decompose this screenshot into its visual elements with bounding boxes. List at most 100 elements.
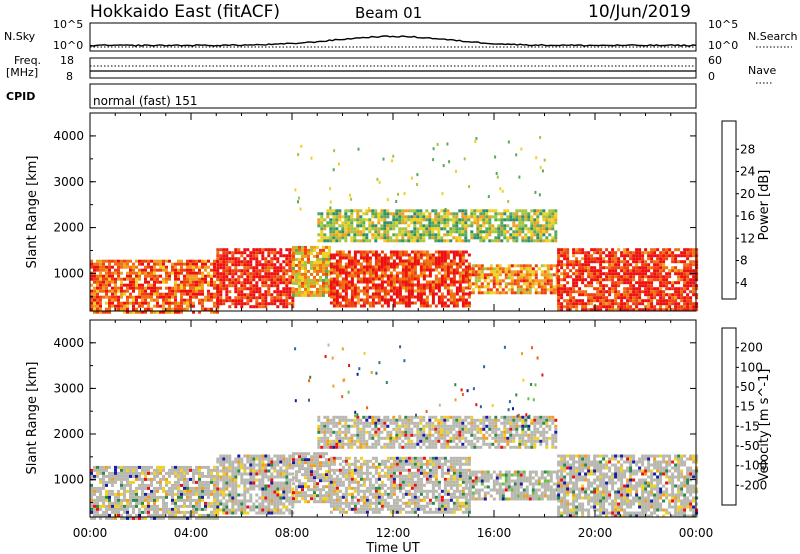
heatmap-cell: [440, 215, 444, 219]
heatmap-cell: [108, 271, 111, 275]
heatmap-cell: [186, 468, 189, 472]
heatmap-cell: [407, 274, 411, 278]
heatmap-cell: [590, 257, 594, 261]
heatmap-cell: [90, 259, 93, 263]
heatmap-cell: [171, 292, 174, 296]
heatmap-cell: [557, 305, 561, 309]
heatmap-cell: [398, 218, 402, 222]
heatmap-cell: [120, 292, 123, 296]
heatmap-cell: [108, 277, 111, 281]
heatmap-cell: [216, 302, 220, 306]
heatmap-cell: [99, 283, 102, 287]
heatmap-cell: [572, 281, 576, 285]
heatmap-cell: [557, 269, 561, 273]
heatmap-cell: [680, 296, 684, 300]
heatmap-cell: [243, 469, 247, 473]
heatmap-cell: [310, 272, 313, 276]
heatmap-cell: [389, 256, 393, 260]
heatmap-cell: [282, 293, 286, 297]
heatmap-cell: [165, 259, 168, 263]
heatmap-cell: [692, 251, 696, 255]
heatmap-cell: [560, 272, 564, 276]
heatmap-cell: [310, 479, 313, 483]
heatmap-cell: [96, 307, 99, 311]
heatmap-cell: [147, 274, 150, 278]
heatmap-cell: [695, 248, 699, 252]
heatmap-cell: [189, 286, 192, 290]
heatmap-cell: [270, 293, 274, 297]
heatmap-cell: [395, 209, 399, 213]
heatmap-cell: [332, 268, 336, 272]
heatmap-cell: [207, 465, 210, 469]
heatmap-cell: [416, 253, 420, 257]
heatmap-cell: [207, 513, 210, 517]
heatmap-cell: [344, 227, 348, 231]
heatmap-cell: [138, 277, 141, 281]
heatmap-cell: [467, 304, 471, 308]
heatmap-cell: [552, 285, 556, 289]
heatmap-cell: [446, 215, 450, 219]
heatmap-cell: [392, 239, 396, 243]
heatmap-cell: [329, 233, 333, 237]
heatmap-cell: [144, 280, 147, 284]
heatmap-cell: [108, 259, 111, 263]
heatmap-cell: [656, 278, 660, 282]
heatmap-cell: [520, 147, 523, 151]
heatmap-cell: [292, 491, 295, 495]
heatmap-cell: [452, 292, 456, 296]
heatmap-cell: [279, 511, 283, 515]
heatmap-cell: [282, 472, 286, 476]
heatmap-cell: [425, 304, 429, 308]
heatmap-cell: [461, 209, 465, 213]
heatmap-cell: [168, 274, 171, 278]
heatmap-cell: [587, 308, 591, 312]
heatmap-cell: [138, 304, 141, 308]
heatmap-cell: [252, 278, 256, 282]
heatmap-cell: [295, 269, 298, 273]
heatmap-cell: [455, 262, 459, 266]
heatmap-cell: [525, 270, 529, 274]
heatmap-cell: [471, 264, 475, 268]
heatmap-cell: [288, 508, 292, 512]
heatmap-cell: [322, 452, 325, 456]
heatmap-cell: [270, 272, 274, 276]
heatmap-cell: [120, 486, 123, 490]
heatmap-cell: [144, 259, 147, 263]
heatmap-cell: [105, 510, 108, 514]
heatmap-cell: [138, 259, 141, 263]
heatmap-cell: [243, 508, 247, 512]
heatmap-cell: [572, 299, 576, 303]
heatmap-cell: [611, 299, 615, 303]
heatmap-cell: [93, 298, 96, 302]
heatmap-cell: [332, 504, 336, 508]
heatmap-cell: [282, 260, 286, 264]
heatmap-cell: [147, 498, 150, 502]
heatmap-cell: [356, 295, 360, 299]
heatmap-cell: [431, 209, 435, 213]
heatmap-cell: [105, 504, 108, 508]
heatmap-cell: [377, 268, 381, 272]
heatmap-cell: [350, 239, 354, 243]
heatmap-cell: [123, 510, 126, 514]
heatmap-cell: [213, 510, 216, 514]
heatmap-cell: [183, 486, 186, 490]
heatmap-cell: [255, 493, 259, 497]
heatmap-cell: [279, 275, 283, 279]
freq-tick-bottom: 8: [66, 70, 73, 83]
heatmap-cell: [141, 295, 144, 299]
heatmap-cell: [521, 221, 525, 225]
heatmap-cell: [216, 513, 219, 517]
heatmap-cell: [138, 513, 141, 517]
heatmap-cell: [310, 278, 313, 282]
heatmap-cell: [512, 215, 516, 219]
heatmap-cell: [252, 475, 256, 479]
heatmap-cell: [617, 260, 621, 264]
heatmap-cell: [686, 299, 690, 303]
heatmap-cell: [231, 505, 235, 509]
heatmap-cell: [90, 483, 93, 487]
heatmap-cell: [647, 305, 651, 309]
heatmap-cell: [186, 516, 189, 520]
heatmap-cell: [446, 292, 450, 296]
heatmap-cell: [468, 185, 471, 189]
heatmap-cell: [555, 267, 559, 271]
